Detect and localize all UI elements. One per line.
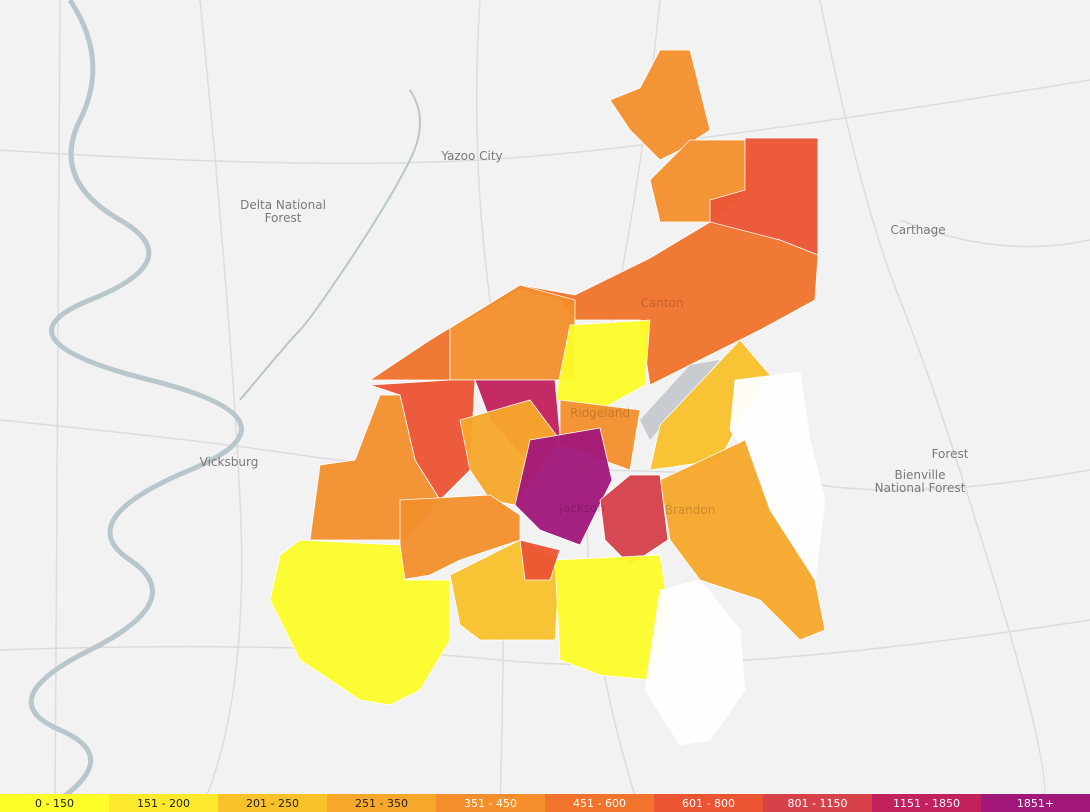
legend-label: 0 - 150 [35,797,74,810]
place-label: Yazoo City [440,149,502,163]
legend-swatch [872,794,982,812]
region [514,427,613,546]
legend-swatch [109,794,219,812]
region [609,49,711,161]
legend-swatch [654,794,764,812]
region [269,539,451,706]
legend-label: 351 - 450 [464,797,517,810]
reservoir [640,360,720,440]
legend-label: 201 - 250 [246,797,299,810]
place-label: Brandon [665,503,716,517]
legend-label: 1851+ [1017,797,1054,810]
place-label: Forest [932,447,969,461]
legend-swatch [327,794,437,812]
place-label: Ridgeland [570,406,630,420]
legend-swatch [436,794,546,812]
place-label: Vicksburg [200,455,259,469]
river [239,89,421,401]
legend-swatch [0,794,110,812]
legend-label: 251 - 350 [355,797,408,810]
place-label: Canton [641,296,684,310]
region [659,439,826,641]
place-label: Forest [265,211,302,225]
place-label: Carthage [890,223,945,237]
legend-label: 801 - 1150 [788,797,848,810]
region [599,474,669,566]
place-label: Bienville [894,468,945,482]
legend-swatch [545,794,655,812]
legend-label: 1151 - 1850 [893,797,960,810]
region [644,579,746,746]
place-label: Jackson [558,501,605,515]
legend-label: 601 - 800 [682,797,735,810]
legend-label: 451 - 600 [573,797,626,810]
river [28,0,244,812]
place-label: Delta National [240,198,326,212]
region [554,319,651,411]
legend: 0 - 150 151 - 200 201 - 250 251 - 350 351 - … [0,794,1090,812]
region [519,539,561,581]
legend-swatch [763,794,873,812]
legend-swatch [981,794,1090,812]
place-label: National Forest [875,481,966,495]
legend-swatch [218,794,328,812]
legend-label: 151 - 200 [137,797,190,810]
regions [269,49,826,746]
